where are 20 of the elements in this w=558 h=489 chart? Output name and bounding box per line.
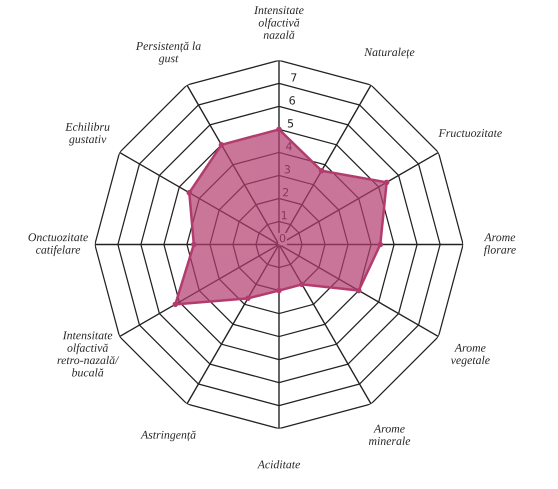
y-tick-label: 6 [289,96,296,105]
y-tick-label: 2 [283,188,288,196]
spoke-label: Naturalețe [364,48,414,59]
spoke-label: Astringență [140,430,196,442]
spoke-label: Arome minerale [368,424,410,445]
y-tick-label: 7 [291,73,296,82]
y-tick-label: 5 [288,119,294,128]
spoke-label: Persistență la gust [136,42,201,65]
spoke-label: Intensitate olfactivă nazală [254,6,304,39]
spoke-label: Arome florare [484,233,516,256]
spoke-label: Onctuozitate catifelare [28,233,88,256]
y-tick-label: 4 [286,142,292,150]
spoke-label: Intensitate olfactivă retro-nazală/ bucală [57,331,120,377]
y-tick-label: 0 [280,234,286,242]
spoke-label: Fructuozitate [438,129,502,138]
spoke-label: Arome vegetale [450,344,490,366]
spoke-label: Echilibru gustativ [65,122,110,146]
y-tick-label: 3 [284,165,290,174]
spoke-label: Aciditate [257,460,300,468]
y-tick-label: 1 [282,211,287,220]
